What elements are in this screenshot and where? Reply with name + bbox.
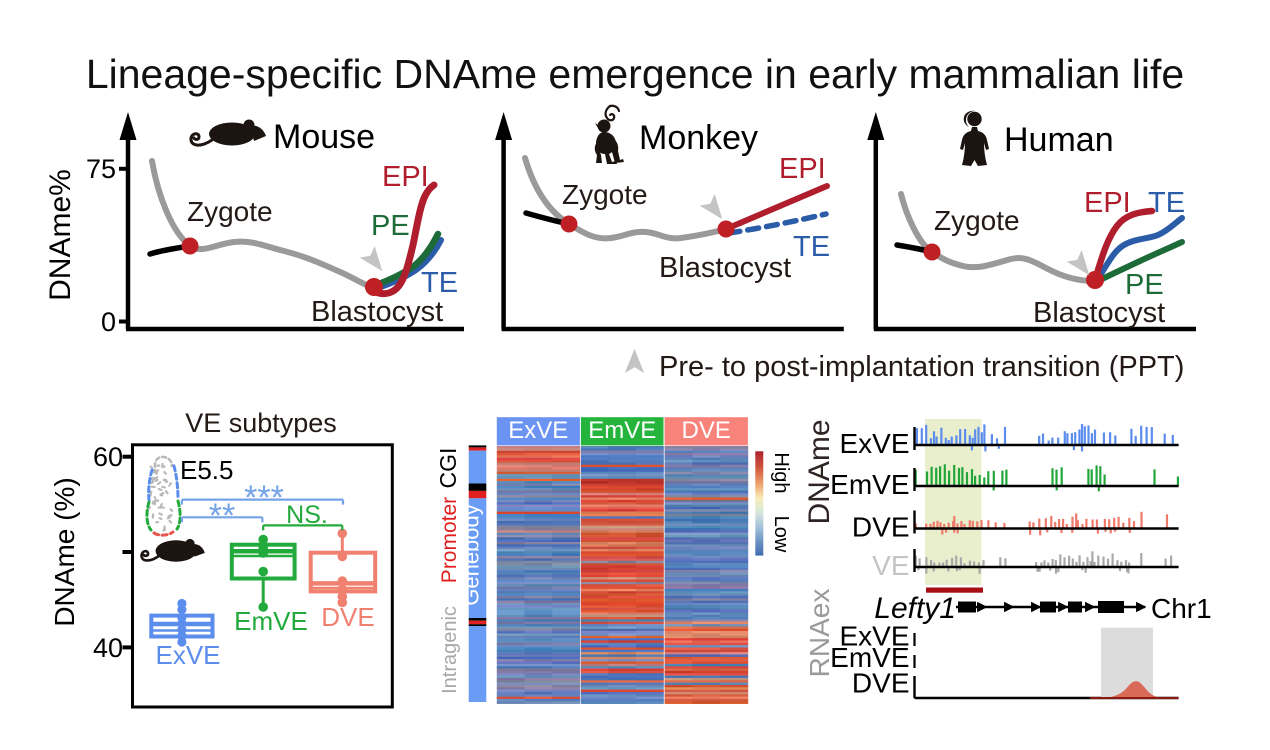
svg-text:0: 0 — [101, 307, 116, 337]
svg-text:DNAme (%): DNAme (%) — [49, 477, 80, 626]
svg-text:DNAme%: DNAme% — [44, 169, 77, 301]
svg-text:EmVE: EmVE — [588, 417, 656, 444]
svg-text:**: ** — [209, 497, 235, 535]
svg-text:TE: TE — [1148, 187, 1185, 219]
svg-text:RNAex: RNAex — [804, 589, 835, 678]
svg-text:VE subtypes: VE subtypes — [185, 408, 337, 438]
svg-text:DNAme: DNAme — [803, 419, 836, 524]
svg-text:60: 60 — [93, 442, 123, 472]
svg-text:DVE: DVE — [682, 417, 731, 444]
svg-text:EPI: EPI — [1084, 187, 1131, 219]
svg-text:Zygote: Zygote — [934, 205, 1020, 236]
svg-text:ExVE: ExVE — [508, 417, 568, 444]
svg-text:75: 75 — [86, 154, 116, 184]
svg-text:TE: TE — [793, 231, 830, 263]
svg-text:EmVE: EmVE — [830, 469, 909, 500]
svg-text:DVE: DVE — [321, 602, 374, 632]
svg-text:DVE: DVE — [852, 512, 910, 543]
svg-text:E5.5: E5.5 — [180, 455, 234, 485]
svg-text:EPI: EPI — [382, 161, 429, 193]
svg-text:Promoter: Promoter — [438, 497, 461, 583]
svg-text:High: High — [770, 452, 792, 493]
svg-text:Chr1: Chr1 — [1151, 593, 1212, 624]
svg-text:***: *** — [244, 479, 284, 517]
svg-text:Mouse: Mouse — [273, 118, 375, 156]
svg-text:TE: TE — [421, 267, 458, 299]
svg-text:Genebody: Genebody — [459, 504, 484, 606]
svg-text:ExVE: ExVE — [155, 640, 220, 670]
svg-text:EPI: EPI — [779, 153, 826, 185]
svg-text:Monkey: Monkey — [639, 119, 758, 157]
svg-text:EmVE: EmVE — [234, 606, 308, 636]
svg-text:Zygote: Zygote — [562, 179, 648, 210]
svg-text:NS.: NS. — [286, 501, 328, 529]
svg-text:PE: PE — [1125, 269, 1164, 301]
svg-text:DVE: DVE — [852, 668, 910, 699]
svg-text:VE: VE — [872, 550, 909, 581]
svg-text:CGI: CGI — [435, 448, 461, 489]
svg-text:Lefty1: Lefty1 — [874, 592, 956, 625]
svg-text:Blastocyst: Blastocyst — [659, 252, 791, 284]
svg-text:Lineage-specific DNAme emergen: Lineage-specific DNAme emergence in earl… — [86, 51, 1184, 97]
svg-text:Pre- to post-implantation tran: Pre- to post-implantation transition (PP… — [659, 351, 1184, 383]
svg-text:Low: Low — [770, 516, 792, 553]
svg-text:Blastocyst: Blastocyst — [1033, 297, 1165, 329]
svg-text:EmVE: EmVE — [830, 642, 909, 673]
svg-text:ExVE: ExVE — [839, 428, 909, 459]
svg-text:Blastocyst: Blastocyst — [311, 296, 443, 328]
svg-text:ExVE: ExVE — [839, 621, 909, 652]
svg-text:PE: PE — [371, 210, 410, 242]
svg-text:40: 40 — [93, 633, 123, 663]
svg-text:Zygote: Zygote — [187, 196, 273, 227]
svg-text:Human: Human — [1004, 121, 1114, 159]
svg-text:Intragenic: Intragenic — [439, 606, 461, 694]
